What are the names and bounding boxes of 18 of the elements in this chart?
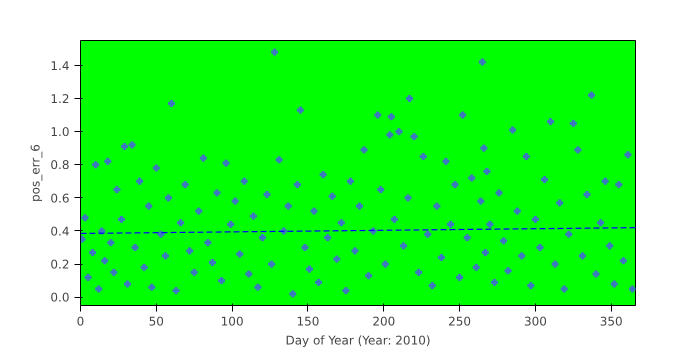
y-axis-title: pos_err_6 (28, 144, 42, 202)
x-tick-label: 350 (600, 314, 623, 328)
x-tick-label: 100 (220, 314, 244, 328)
y-tick-label: 1.4 (50, 58, 70, 73)
x-tick-label: 0 (76, 314, 84, 328)
y-tick-label: 1.2 (50, 92, 70, 106)
x-tick-label: 300 (524, 314, 547, 328)
y-tick-label: 0.0 (50, 290, 70, 305)
x-tick-label: 200 (372, 314, 396, 328)
x-axis-title: Day of Year (Year: 2010) (285, 334, 431, 348)
x-tick-label: 50 (148, 314, 164, 328)
x-tick-label: 150 (296, 314, 320, 328)
y-tick-label: 0.6 (50, 191, 70, 206)
y-tick-label: 0.8 (50, 158, 70, 172)
y-tick-label: 0.4 (50, 224, 70, 238)
y-tick-label: 0.2 (50, 258, 70, 272)
y-tick-label: 1.0 (50, 125, 70, 140)
x-tick-label: 250 (448, 314, 472, 328)
